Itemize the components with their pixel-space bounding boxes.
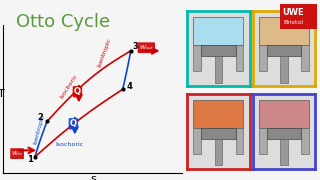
Text: $W_{out}$: $W_{out}$: [139, 43, 154, 52]
Text: Bristol: Bristol: [283, 20, 303, 25]
Polygon shape: [267, 128, 301, 139]
Text: Otto Cycle: Otto Cycle: [16, 13, 110, 31]
Polygon shape: [236, 45, 244, 71]
Polygon shape: [301, 128, 309, 154]
Polygon shape: [259, 100, 309, 128]
Polygon shape: [215, 139, 222, 165]
Y-axis label: T: T: [0, 89, 5, 99]
Text: Compression: Compression: [268, 97, 300, 102]
Polygon shape: [201, 128, 236, 139]
Polygon shape: [259, 17, 309, 45]
Polygon shape: [193, 45, 201, 71]
X-axis label: s: s: [90, 174, 96, 180]
Polygon shape: [259, 128, 267, 154]
Text: Isochoric: Isochoric: [55, 141, 83, 147]
Text: UWE: UWE: [282, 8, 304, 17]
Text: Q: Q: [74, 87, 81, 96]
Polygon shape: [193, 128, 201, 154]
Polygon shape: [259, 45, 267, 71]
Polygon shape: [280, 56, 288, 83]
Text: 4: 4: [127, 82, 132, 91]
Text: Isochoric: Isochoric: [59, 74, 78, 100]
Polygon shape: [201, 45, 236, 56]
Polygon shape: [215, 56, 222, 83]
Polygon shape: [267, 45, 301, 56]
Text: 2: 2: [37, 113, 43, 122]
Text: Q: Q: [70, 119, 77, 128]
Polygon shape: [193, 17, 244, 45]
Text: Induction: Induction: [207, 97, 230, 102]
Text: 1: 1: [27, 155, 33, 164]
Polygon shape: [280, 139, 288, 165]
Polygon shape: [301, 45, 309, 71]
Text: $W_{in}$: $W_{in}$: [11, 149, 23, 158]
Text: Isentropic: Isentropic: [97, 37, 112, 68]
Polygon shape: [193, 100, 244, 128]
Text: 3: 3: [132, 42, 138, 51]
Text: Isentropic: Isentropic: [32, 114, 45, 145]
Polygon shape: [236, 128, 244, 154]
